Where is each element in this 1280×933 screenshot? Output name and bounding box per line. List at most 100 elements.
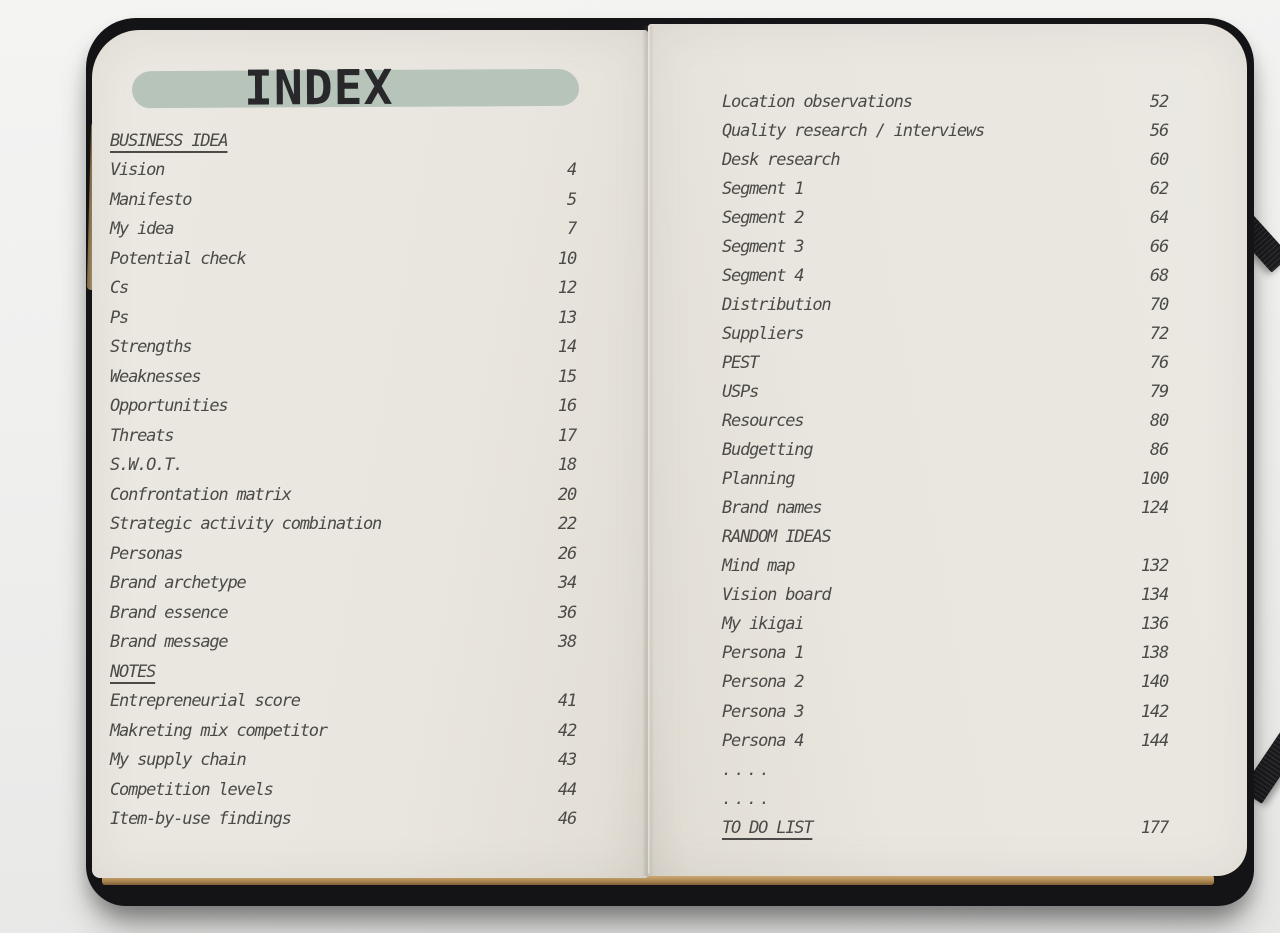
toc-entry-page-number: 16 [557,396,577,417]
toc-row: Item-by-use findings 46 [110,805,577,835]
toc-entry-label: S.W.O.T. [110,455,183,476]
toc-entry-label: Planning [722,469,795,490]
toc-entry-label: Confrontation matrix [110,484,292,505]
toc-row: Location observations 52 [722,87,1169,116]
toc-entry-label: BUSINESS IDEA [110,130,229,151]
toc-entry-label: Persona 1 [722,643,805,664]
toc-entry-label: Item-by-use findings [110,809,292,830]
toc-entry-label: Desk research [722,149,841,170]
toc-left-column: BUSINESS IDEA Vision 4 Manifesto 5 [110,126,577,835]
toc-entry-label: RANDOM IDEAS [722,527,832,548]
toc-entry-page-number: 20 [557,484,577,505]
toc-row: Brand message 38 [110,628,577,658]
toc-entry-page-number: 15 [557,366,577,387]
toc-row: My ikigai 136 [722,610,1169,639]
toc-row: TO DO LIST 177 [722,813,1169,842]
toc-row: Potential check 10 [110,244,577,274]
toc-entry-page-number: 124 [1140,498,1169,519]
toc-entry-page-number: 80 [1149,411,1169,432]
toc-entry-label: Location observations [722,91,913,112]
toc-entry-page-number: 26 [557,543,577,564]
toc-entry-page-number: 17 [557,425,577,446]
toc-entry-label: Persona 2 [722,672,805,693]
toc-row: .... [722,755,1168,784]
toc-entry-page-number: 144 [1140,730,1169,751]
toc-entry-label: Brand message [110,632,229,653]
toc-entry-page-number: 42 [557,720,577,741]
toc-row: Threats 17 [110,421,577,451]
toc-row: Budgetting 86 [722,436,1169,465]
toc-entry-page-number: 36 [557,602,577,623]
right-page: Location observations 52 Quality researc… [648,24,1247,876]
toc-entry-page-number: 64 [1149,207,1169,228]
toc-row: Cs 12 [110,274,577,304]
toc-entry-label: My supply chain [110,750,247,771]
toc-entry-label: Brand essence [110,602,229,623]
toc-entry-label: Mind map [722,556,795,577]
toc-row: RANDOM IDEAS [722,523,1168,552]
toc-entry-label: Entrepreneurial score [110,691,301,712]
toc-entry-page-number: 60 [1149,149,1169,170]
toc-entry-page-number: 142 [1140,701,1169,722]
toc-entry-page-number: 5 [566,189,577,210]
toc-entry-label: Weaknesses [110,366,202,387]
toc-entry-page-number: 52 [1149,91,1169,112]
toc-entry-label: Competition levels [110,779,274,800]
toc-entry-label: TO DO LIST [722,817,814,838]
toc-row: Distribution 70 [722,290,1169,319]
toc-entry-page-number: 72 [1149,323,1169,344]
toc-entry-label: Makreting mix competitor [110,720,328,741]
toc-entry-label: USPs [722,381,759,402]
toc-entry-page-number: 100 [1140,469,1169,490]
toc-entry-label: Segment 2 [722,207,805,228]
toc-entry-label: Vision [110,160,165,181]
toc-entry-label: Budgetting [722,440,814,461]
toc-row: PEST 76 [722,348,1169,377]
toc-entry-page-number: 56 [1149,120,1169,141]
toc-entry-label: Brand names [722,498,823,519]
toc-row: Brand names 124 [722,494,1169,523]
toc-row: Strengths 14 [110,333,577,363]
toc-entry-label: .... [722,760,773,780]
toc-row: Resources 80 [722,407,1169,436]
toc-entry-page-number: 14 [557,337,577,358]
toc-entry-label: My idea [110,219,174,240]
toc-row: S.W.O.T. 18 [110,451,577,481]
toc-entry-label: Brand archetype [110,573,247,594]
toc-entry-page-number: 177 [1140,817,1169,838]
toc-entry-page-number: 18 [557,455,577,476]
toc-entry-page-number: 4 [566,160,577,181]
toc-row: Persona 3 142 [722,697,1169,726]
toc-entry-label: Opportunities [110,396,229,417]
toc-entry-label: Cs [110,278,129,299]
toc-entry-label: Persona 4 [722,730,805,751]
toc-entry-label: Distribution [722,294,832,315]
toc-entry-label: Segment 3 [722,236,805,257]
toc-entry-page-number: 43 [557,750,577,771]
toc-entry-page-number: 46 [557,809,577,830]
toc-row: Vision board 134 [722,581,1169,610]
left-page: INDEX BUSINESS IDEA Vision 4 Manifes [92,30,648,878]
toc-entry-page-number: 66 [1149,236,1169,257]
toc-row: Weaknesses 15 [110,362,577,392]
toc-row: Persona 1 138 [722,639,1169,668]
toc-row: Segment 4 68 [722,261,1169,290]
toc-entry-page-number: 7 [566,219,577,240]
toc-entry-page-number: 41 [557,691,577,712]
page-title: INDEX [243,59,394,117]
toc-row: Personas 26 [110,539,577,569]
toc-row: Brand essence 36 [110,598,577,628]
toc-entry-page-number: 138 [1140,643,1169,664]
toc-entry-page-number: 86 [1149,440,1169,461]
toc-row: Strategic activity combination 22 [110,510,577,540]
toc-row: Mind map 132 [722,552,1169,581]
toc-entry-label: Personas [110,543,183,564]
toc-row: BUSINESS IDEA [110,126,576,156]
toc-entry-label: Manifesto [110,189,193,210]
open-notebook: INDEX BUSINESS IDEA Vision 4 Manifes [86,18,1254,906]
toc-entry-page-number: 12 [557,278,577,299]
toc-entry-label: Persona 3 [722,701,805,722]
toc-row: Quality research / interviews 56 [722,116,1169,145]
toc-row: Opportunities 16 [110,392,577,422]
